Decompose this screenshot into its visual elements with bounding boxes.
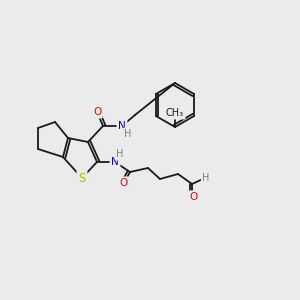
Text: H: H [124, 129, 132, 139]
Text: O: O [120, 178, 128, 188]
Text: S: S [78, 172, 86, 184]
Text: N: N [111, 157, 119, 167]
Text: N: N [118, 121, 126, 131]
Text: O: O [93, 107, 101, 117]
Text: CH₃: CH₃ [166, 108, 184, 118]
Text: H: H [202, 173, 210, 183]
Text: H: H [116, 149, 124, 159]
Text: O: O [189, 192, 197, 202]
